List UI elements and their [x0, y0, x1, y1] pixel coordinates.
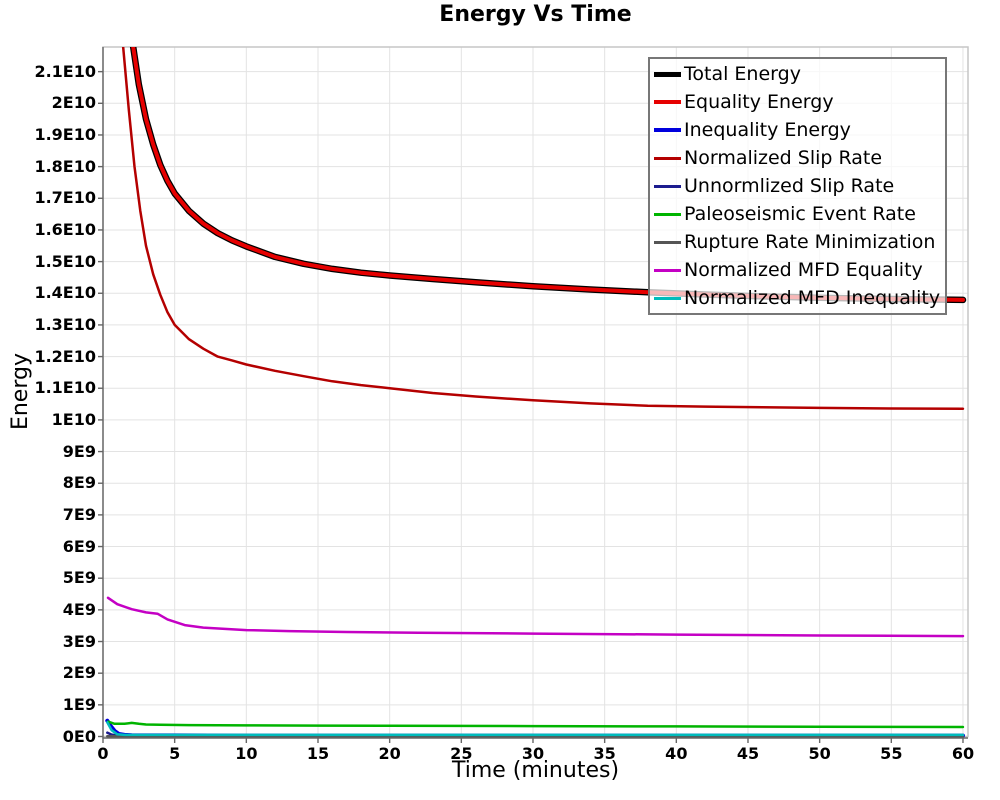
legend-label: Normalized MFD Inequality [684, 287, 941, 309]
y-tick-label: 1.5E10 [34, 251, 96, 271]
legend-label: Paleoseismic Event Rate [684, 203, 916, 225]
legend-line-swatch [654, 100, 681, 104]
legend-line-swatch [654, 268, 681, 272]
legend-item: Inequality Energy [650, 116, 945, 144]
x-tick-label: 55 [880, 744, 903, 763]
y-tick-label: 1.1E10 [34, 378, 96, 398]
legend-item: Rupture Rate Minimization [650, 228, 945, 256]
x-tick-label: 50 [808, 744, 831, 763]
y-tick-label: 5E9 [62, 568, 96, 588]
legend-line-swatch [654, 240, 681, 244]
y-tick-label: 1.2E10 [34, 346, 96, 366]
legend-item: Normalized Slip Rate [650, 144, 945, 172]
x-axis-title: Time (minutes) [451, 758, 620, 783]
plot-svg [98, 46, 969, 743]
legend-label: Equality Energy [684, 91, 834, 113]
legend-label: Inequality Energy [684, 119, 851, 141]
y-tick-label: 3E9 [62, 631, 96, 651]
x-tick-label: 10 [235, 744, 258, 763]
legend-label: Normalized Slip Rate [684, 147, 883, 169]
legend-item: Equality Energy [650, 88, 945, 116]
y-tick-label: 1E10 [51, 409, 96, 429]
x-tick-label: 0 [97, 744, 109, 763]
y-tick-label: 8E9 [62, 473, 96, 493]
y-tick-label: 1.3E10 [34, 314, 96, 334]
x-tick-label: 5 [169, 744, 181, 763]
legend-item: Paleoseismic Event Rate [650, 200, 945, 228]
x-tick-label: 40 [665, 744, 688, 763]
y-tick-label: 1.4E10 [34, 283, 96, 303]
legend-line-swatch [654, 128, 681, 132]
x-tick-label: 20 [378, 744, 401, 763]
legend-label: Rupture Rate Minimization [684, 231, 936, 253]
y-tick-label: 1E9 [62, 694, 96, 714]
legend-label: Unnormlized Slip Rate [684, 175, 895, 197]
series-line-normalized-mfd-equality [106, 596, 965, 638]
y-tick-label: 2.1E10 [34, 61, 96, 81]
x-tick-label: 25 [450, 744, 473, 763]
y-tick-label: 7E9 [62, 504, 96, 524]
y-tick-label: 0E0 [62, 726, 96, 746]
y-tick-label: 1.6E10 [34, 219, 96, 239]
legend-line-swatch [654, 71, 681, 77]
legend-item: Unnormlized Slip Rate [650, 172, 945, 200]
legend-line-swatch [654, 296, 681, 300]
legend-line-swatch [654, 184, 681, 188]
legend-item: Total Energy [650, 60, 945, 88]
x-tick-label: 15 [306, 744, 330, 763]
y-tick-label: 9E9 [62, 441, 96, 461]
legend-label: Normalized MFD Equality [684, 259, 923, 281]
legend-item: Normalized MFD Inequality [650, 284, 945, 312]
y-tick-label: 2E10 [51, 93, 96, 113]
y-tick-label: 6E9 [62, 536, 96, 556]
x-tick-label: 35 [593, 744, 616, 763]
series-line-normalized-mfd-inequality [106, 721, 965, 737]
x-tick-label: 60 [951, 744, 975, 763]
x-tick-label: 30 [521, 744, 545, 763]
legend: Total Energy Equality Energy Inequality En… [648, 57, 947, 315]
chart-title: Energy Vs Time [439, 2, 632, 27]
series-line-paleoseismic-event-rate [106, 720, 965, 729]
series-line-inequality-energy [105, 718, 965, 738]
y-tick-label: 1.8E10 [34, 156, 96, 176]
y-tick-label: 1.9E10 [34, 124, 96, 144]
x-tick-label: 45 [736, 744, 760, 763]
legend-item: Normalized MFD Equality [650, 256, 945, 284]
legend-label: Total Energy [684, 63, 801, 85]
legend-line-swatch [654, 212, 681, 216]
series-line-normalized-slip-rate [121, 47, 965, 411]
y-tick-label: 4E9 [62, 599, 96, 619]
legend-line-swatch [654, 156, 681, 160]
y-tick-label: 2E9 [62, 663, 96, 683]
y-tick-label: 1.7E10 [34, 188, 96, 208]
